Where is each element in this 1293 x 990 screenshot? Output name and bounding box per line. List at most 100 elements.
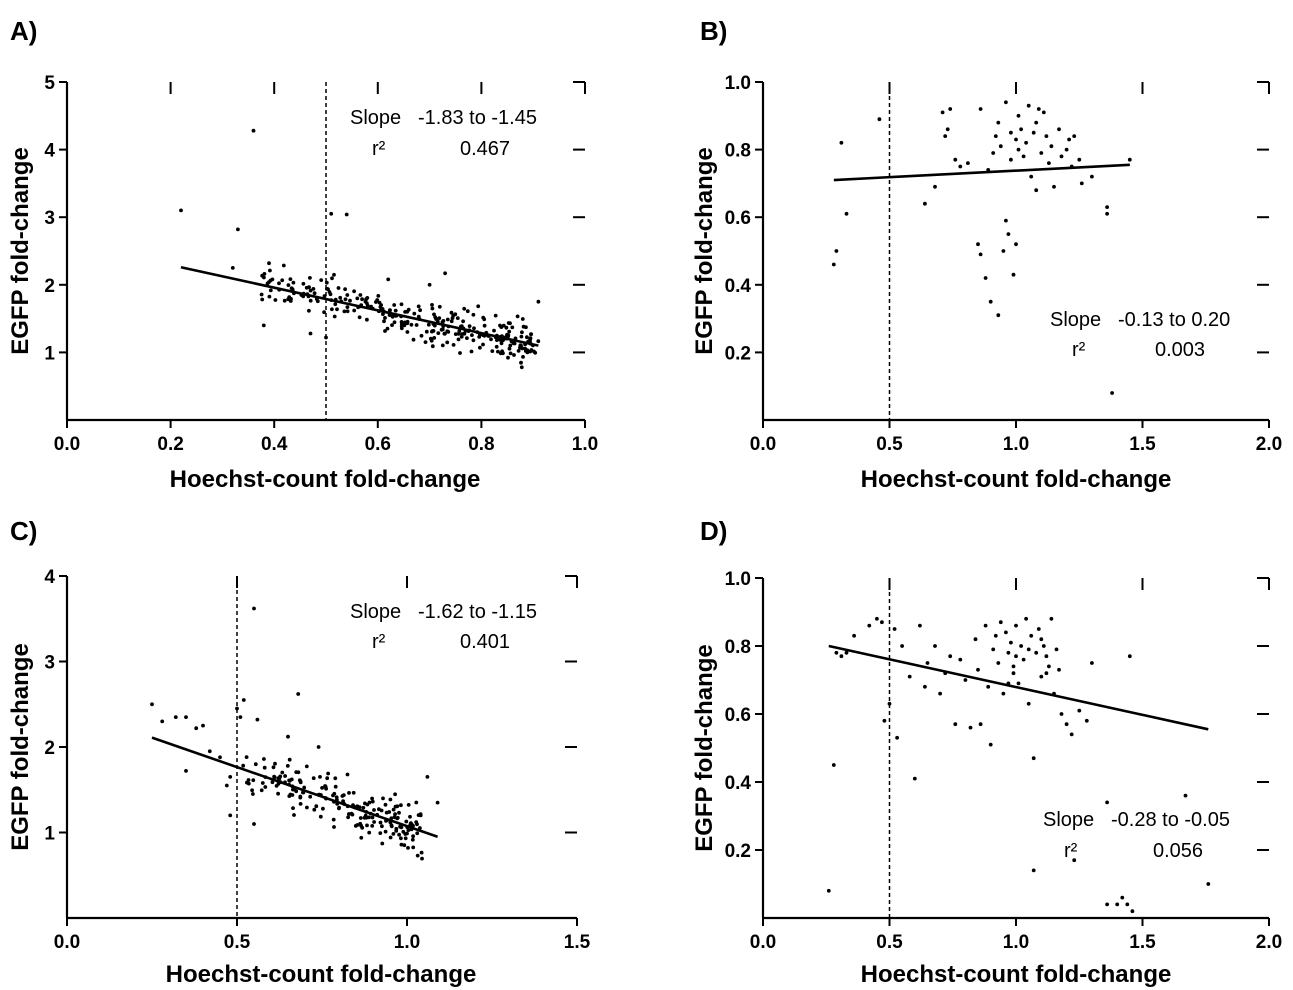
data-point xyxy=(489,337,493,342)
data-point xyxy=(397,832,401,837)
data-point xyxy=(150,702,154,707)
data-point xyxy=(286,734,290,739)
data-point xyxy=(415,822,419,827)
r2-label: r² xyxy=(1072,339,1086,361)
data-point xyxy=(440,320,445,324)
data-point xyxy=(428,336,433,341)
data-point xyxy=(380,824,384,829)
data-point xyxy=(852,633,856,638)
data-point xyxy=(844,211,849,216)
data-point xyxy=(390,323,394,327)
data-point xyxy=(996,120,1001,125)
data-point xyxy=(983,276,988,280)
data-point xyxy=(207,749,212,754)
data-point xyxy=(476,304,481,309)
data-point xyxy=(406,803,411,807)
slope-label: Slope xyxy=(350,601,401,623)
data-point xyxy=(983,623,988,628)
data-point xyxy=(528,336,533,340)
data-point xyxy=(347,791,351,795)
data-point xyxy=(430,344,435,349)
r2-value: 0.056 xyxy=(1153,840,1203,862)
data-point xyxy=(1024,140,1028,145)
data-point xyxy=(418,813,423,818)
data-point xyxy=(411,337,416,342)
data-point xyxy=(351,790,356,795)
data-point xyxy=(411,845,416,850)
data-point xyxy=(406,828,411,832)
data-point xyxy=(324,280,329,285)
data-point xyxy=(375,298,380,302)
data-point xyxy=(1011,272,1016,277)
data-point xyxy=(337,805,341,810)
data-point xyxy=(1125,902,1130,907)
slope-value: -0.28 to -0.05 xyxy=(1111,809,1230,831)
data-point xyxy=(367,830,372,835)
data-point xyxy=(496,349,500,354)
data-point xyxy=(482,317,487,322)
data-point xyxy=(261,323,266,328)
data-point xyxy=(469,349,474,354)
data-point xyxy=(286,283,291,287)
data-point xyxy=(403,320,407,325)
data-point xyxy=(907,674,912,679)
data-point xyxy=(991,151,996,155)
data-point xyxy=(390,314,395,319)
data-point xyxy=(326,287,330,291)
data-point xyxy=(341,793,346,797)
r2-label: r² xyxy=(1064,840,1078,862)
data-point xyxy=(411,834,415,839)
panel-letter: A) xyxy=(10,16,37,46)
data-point xyxy=(415,853,420,858)
data-point xyxy=(259,788,264,793)
chart-panel-d: D) 0.0 0.5 1.0 1.5 2.0 0.2 0.4 0.6 0.8 1.0 Hoechst-… xyxy=(691,516,1282,988)
data-point xyxy=(520,346,524,351)
data-point xyxy=(291,787,295,792)
data-point xyxy=(492,328,496,333)
x-tick-label: 1.0 xyxy=(394,932,420,953)
data-point xyxy=(346,815,350,820)
data-point xyxy=(308,298,313,303)
x-tick-label: 1.5 xyxy=(1129,434,1156,455)
data-point xyxy=(358,821,363,826)
data-point xyxy=(250,788,255,793)
data-point xyxy=(403,836,408,841)
data-point xyxy=(1021,657,1026,662)
data-point xyxy=(311,776,316,781)
data-point xyxy=(365,823,369,828)
data-point xyxy=(536,299,541,304)
data-point xyxy=(440,343,445,348)
data-point xyxy=(418,308,422,313)
data-point xyxy=(425,775,430,779)
data-point xyxy=(277,281,281,286)
y-axis-title: EGFP fold-change xyxy=(7,643,34,851)
data-point xyxy=(391,807,396,812)
data-point xyxy=(1084,718,1089,723)
data-point xyxy=(1031,868,1036,873)
data-point xyxy=(945,127,950,132)
data-point xyxy=(323,784,327,788)
data-point xyxy=(289,286,294,291)
y-tick-label: 1 xyxy=(44,343,55,364)
data-point xyxy=(432,312,436,317)
data-point xyxy=(378,305,383,309)
data-point xyxy=(976,242,980,247)
data-point xyxy=(268,268,272,273)
data-point xyxy=(1072,134,1077,139)
data-point xyxy=(973,637,978,642)
data-point xyxy=(336,286,341,290)
data-point xyxy=(388,797,393,802)
data-point xyxy=(287,778,291,783)
data-point xyxy=(287,757,292,762)
data-point xyxy=(518,343,523,348)
data-point xyxy=(296,692,301,696)
data-point xyxy=(394,826,399,831)
x-axis-title: Hoechst-count fold-change xyxy=(861,466,1172,493)
data-point xyxy=(414,800,419,805)
data-point xyxy=(529,332,533,336)
data-point xyxy=(831,763,836,767)
data-point xyxy=(1036,627,1041,631)
data-point xyxy=(392,320,397,325)
data-point xyxy=(324,335,328,340)
